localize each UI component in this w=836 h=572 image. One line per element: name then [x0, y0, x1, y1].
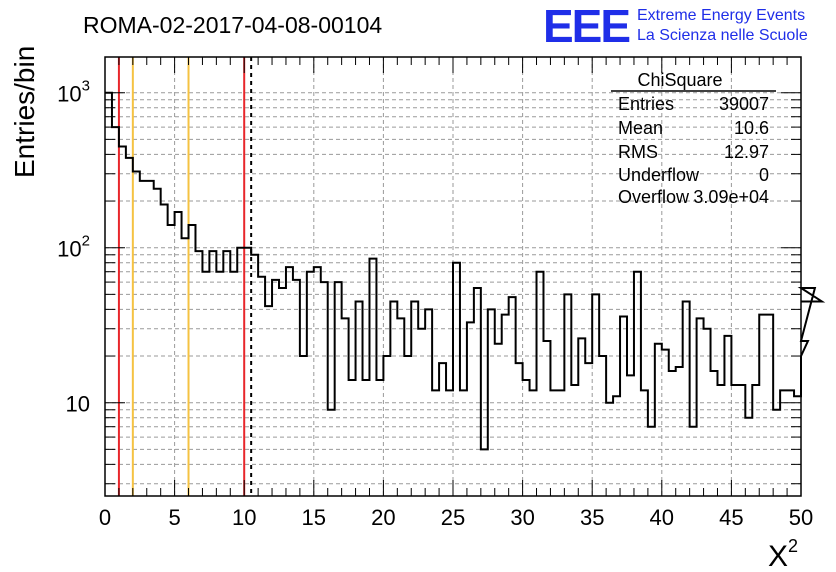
x-axis-label-base: X	[768, 540, 788, 572]
y-tick-label: 10	[66, 392, 90, 417]
x-tick-label: 50	[789, 505, 813, 530]
y-tick-label: 102	[57, 233, 90, 262]
logo-line-2: La Scienza nelle Scuole	[637, 27, 808, 44]
x-tick-label: 0	[99, 505, 111, 530]
y-tick-base: 10	[57, 82, 81, 107]
stats-label-overflow: Overflow	[618, 187, 690, 207]
x-tick-label: 25	[441, 505, 465, 530]
y-tick-base: 10	[57, 237, 81, 262]
stats-value-entries: 39007	[719, 94, 769, 114]
x-axis-label: X2	[768, 536, 798, 572]
histogram-line	[105, 91, 826, 451]
x-tick-label: 35	[580, 505, 604, 530]
y-axis-label: Entries/bin	[9, 46, 40, 178]
x-tick-label: 30	[510, 505, 534, 530]
x-tick-label: 5	[168, 505, 180, 530]
stats-box: ChiSquare Entries 39007 Mean 10.6 RMS 12…	[611, 70, 776, 207]
stats-title: ChiSquare	[637, 70, 722, 90]
x-tick-label: 20	[371, 505, 395, 530]
x-tick-labels: 0 5 10 15 20 25 30 35 40 45 50	[99, 505, 813, 530]
x-tick-label: 10	[232, 505, 256, 530]
logo-line-1: Extreme Energy Events	[637, 7, 805, 24]
stats-label-underflow: Underflow	[618, 165, 700, 185]
stats-value-overflow: 3.09e+04	[693, 187, 769, 207]
stats-label-mean: Mean	[618, 118, 663, 138]
x-tick-label: 40	[650, 505, 674, 530]
stats-label-rms: RMS	[618, 142, 658, 162]
axes-frame	[104, 56, 802, 497]
chart-title: ROMA-02-2017-04-08-00104	[83, 12, 382, 38]
stats-value-underflow: 0	[759, 165, 769, 185]
eee-logo: EEE Extreme Energy Events La Scienza nel…	[543, 0, 808, 52]
stats-value-rms: 12.97	[724, 142, 769, 162]
logo-mark: EEE	[543, 0, 629, 52]
vertical-markers	[117, 57, 253, 496]
stats-label-entries: Entries	[618, 94, 674, 114]
y-tick-exponent: 3	[82, 78, 90, 95]
stats-value-mean: 10.6	[734, 118, 769, 138]
x-tick-label: 45	[719, 505, 743, 530]
x-tick-label: 15	[302, 505, 326, 530]
y-tick-base: 10	[66, 392, 90, 417]
y-tick-exponent: 2	[82, 233, 90, 250]
y-tick-label: 103	[57, 78, 90, 107]
x-axis-label-superscript: 2	[788, 536, 798, 556]
